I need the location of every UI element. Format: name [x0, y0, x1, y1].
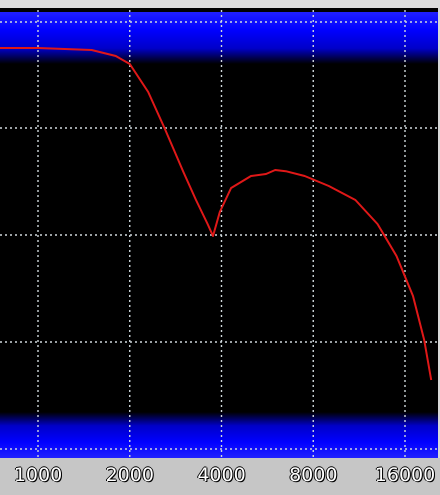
- top-rule: [0, 0, 440, 8]
- x-tick-label-1000: 1000: [13, 464, 63, 486]
- x-tick-label-16000: 16000: [374, 464, 436, 486]
- response-curve: [0, 47, 433, 381]
- x-tick-label-2000: 2000: [105, 464, 154, 486]
- x-tick-label-8000: 8000: [289, 464, 338, 486]
- frequency-response-chart: [0, 0, 440, 458]
- plot-area: [0, 0, 440, 458]
- bottom-blue-band: [0, 412, 438, 458]
- x-tick-label-4000: 4000: [197, 464, 246, 486]
- top-blue-band: [0, 12, 438, 64]
- x-axis-strip: 1000 2000 4000 8000 16000: [0, 458, 440, 495]
